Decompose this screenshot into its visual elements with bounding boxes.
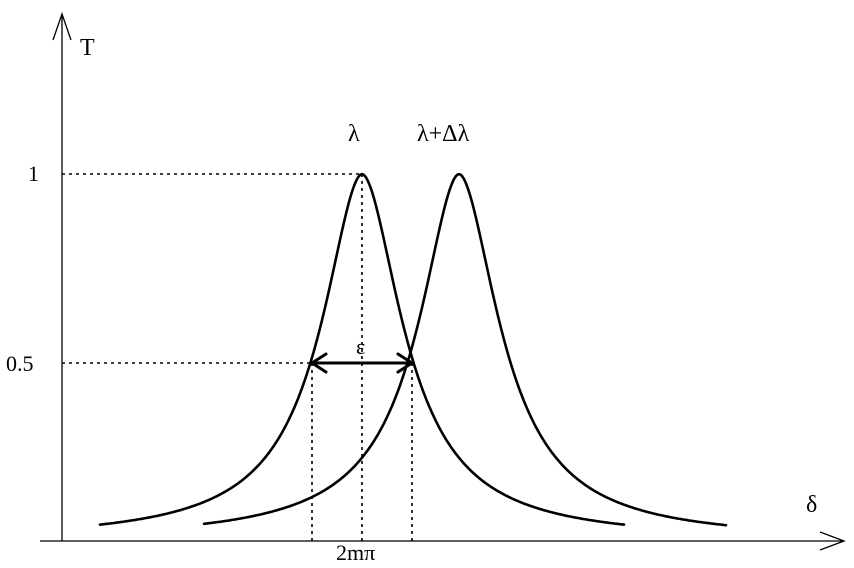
peak-label-shifted: λ+Δλ (417, 121, 470, 147)
y-tick-one: 1 (28, 161, 39, 186)
y-tick-half: 0.5 (6, 351, 34, 376)
axes (40, 12, 846, 551)
width-arrow-right-head (396, 352, 414, 374)
x-tick-center: 2mπ (336, 540, 375, 565)
width-arrow-left-head (310, 352, 328, 374)
width-label: ε (356, 334, 365, 359)
curve-lambda (98, 172, 626, 526)
x-axis-arrowhead (819, 531, 846, 551)
x-axis-label: δ (806, 492, 817, 518)
y-axis-label: T (80, 35, 95, 61)
y-axis-arrowhead (52, 12, 72, 41)
guide-lines (62, 173, 413, 541)
width-arrow (310, 352, 414, 374)
peak-label-lambda: λ (348, 121, 360, 147)
curve-lambda-shifted (202, 173, 728, 527)
